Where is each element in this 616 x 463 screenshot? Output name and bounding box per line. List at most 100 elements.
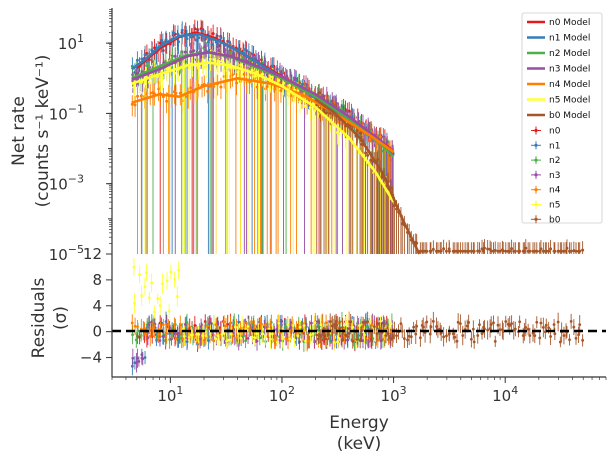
residual-point-n4	[151, 327, 155, 330]
residual-point-n3	[146, 336, 150, 340]
spectrum-point-b0	[574, 249, 578, 253]
residual-point-b0	[572, 325, 576, 329]
spectrum-point-b0	[493, 248, 497, 252]
residual-point-b0	[412, 325, 416, 329]
residual-point-n5	[144, 271, 148, 275]
spectrum-point-b0	[376, 157, 380, 161]
spectrum-point-n3	[223, 48, 227, 52]
residual-point-n3	[208, 321, 212, 324]
spectrum-point-b0	[501, 249, 505, 253]
residual-point-n3	[288, 326, 292, 330]
residual-point-b0	[538, 336, 542, 340]
residual-point-n5	[152, 310, 156, 314]
residual-point-n5	[173, 278, 177, 281]
spectrum-point-n1	[194, 38, 198, 42]
spectrum-point-n5	[197, 66, 201, 70]
residual-point-n5	[260, 332, 264, 336]
residual-point-b0	[478, 323, 481, 327]
residual-point-n5	[143, 285, 147, 289]
spectrum-point-n4	[136, 94, 140, 98]
spectrum-point-n5	[277, 78, 281, 82]
residual-point-b0	[493, 340, 497, 343]
spectrum-point-b0	[556, 249, 560, 253]
residual-point-n5	[165, 279, 169, 283]
residual-point-b0	[547, 326, 551, 330]
residual-point-b0	[447, 332, 451, 336]
spectrum-point-b0	[458, 249, 462, 253]
residuals-y-tick-label: 12	[83, 245, 102, 263]
residual-point-n0	[193, 324, 197, 327]
legend-data-marker	[534, 217, 538, 221]
spectrum-point-n4	[139, 94, 143, 98]
residual-point-n3	[162, 335, 166, 338]
spectrum-point-b0	[358, 131, 362, 135]
residual-point-n5	[240, 324, 244, 328]
residual-point-n4	[222, 320, 226, 324]
residual-point-b0	[471, 327, 475, 331]
spectrum-point-b0	[461, 249, 465, 253]
residual-point-n5	[345, 320, 349, 324]
spectrum-point-n1	[271, 64, 275, 68]
residual-point-b0	[326, 333, 330, 337]
residual-point-n5	[227, 338, 231, 342]
legend-data-marker	[534, 158, 538, 162]
spectrum-point-n4	[279, 89, 283, 93]
residual-point-b0	[347, 327, 351, 331]
residual-point-n4	[174, 337, 178, 341]
model-curve	[131, 77, 395, 154]
spectrum-point-b0	[366, 153, 370, 157]
residual-point-b0	[456, 320, 460, 324]
residual-point-b0	[480, 332, 484, 336]
residual-point-b0	[370, 339, 374, 343]
spectrum-point-n5	[337, 132, 341, 136]
spectrum-point-n5	[167, 66, 171, 70]
residual-point-b0	[391, 336, 395, 340]
residual-point-b0	[328, 320, 332, 323]
residual-point-b0	[344, 333, 348, 337]
residual-point-b0	[402, 337, 406, 340]
residual-point-n1	[143, 356, 147, 359]
residual-point-b0	[319, 334, 323, 338]
spectrum-point-n1	[185, 37, 189, 41]
spectrum-point-b0	[436, 249, 440, 253]
residual-point-n4	[306, 339, 310, 343]
residual-point-n5	[308, 333, 312, 337]
residual-point-n5	[187, 336, 191, 339]
residual-point-n2	[185, 321, 189, 324]
spectrum-point-b0	[453, 249, 457, 253]
residual-point-b0	[531, 331, 535, 335]
energy-x-tick-label: 103	[381, 384, 407, 405]
spectrum-ylabel-line2: (counts s⁻¹ keV⁻¹)	[33, 55, 53, 208]
spectrum-y-tick-label: 101	[58, 32, 84, 53]
spectrum-point-n2	[145, 64, 149, 68]
residual-point-n5	[253, 336, 257, 340]
residual-point-n4	[133, 324, 137, 328]
residual-point-n4	[324, 321, 328, 325]
spectrum-point-n5	[286, 91, 290, 95]
spectrum-point-b0	[442, 247, 446, 251]
legend-model-label: n3 Model	[549, 65, 590, 75]
residual-point-n5	[277, 321, 281, 325]
residual-point-b0	[429, 325, 433, 329]
residual-point-n5	[363, 333, 366, 337]
legend-data-label: n0	[549, 127, 561, 137]
residual-point-n5	[263, 335, 267, 339]
residual-point-b0	[346, 335, 349, 339]
residual-point-n4	[389, 331, 393, 334]
residual-point-n5	[269, 337, 272, 341]
spectrum-point-b0	[439, 249, 443, 253]
residual-point-n4	[337, 321, 341, 324]
residual-point-n3	[361, 339, 365, 342]
residual-point-n5	[291, 324, 295, 327]
residual-point-b0	[458, 322, 462, 326]
residual-point-n5	[332, 340, 336, 344]
x-axis-label-line2: (keV)	[337, 434, 382, 454]
spectrum-point-n5	[308, 106, 312, 110]
residual-point-n5	[220, 332, 224, 336]
spectrum-point-n2	[229, 50, 233, 54]
residual-point-b0	[541, 326, 545, 329]
spectrum-point-n4	[212, 84, 216, 88]
residual-point-n5	[160, 282, 164, 286]
spectrum-point-n1	[140, 57, 144, 61]
residual-point-n3	[198, 338, 202, 341]
